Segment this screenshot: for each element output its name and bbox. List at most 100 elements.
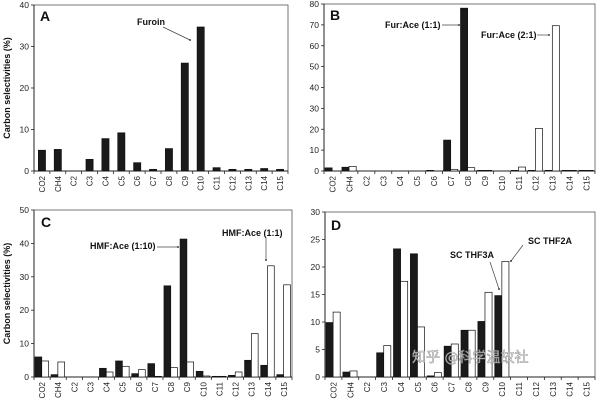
annotation-arrowhead: [458, 24, 460, 26]
bar-fur-ace-1-1--c14: [561, 170, 570, 172]
x-tick-label: C6: [431, 381, 440, 392]
annotation-arrowhead: [265, 259, 267, 261]
bar-hmf-ace-1-10--c5: [115, 360, 123, 378]
panel-letter: D: [331, 217, 341, 233]
bar-fur-ace-2-1--c15: [585, 170, 594, 172]
x-tick-label: C11: [215, 381, 224, 396]
x-tick-label: C7: [149, 175, 158, 186]
annotation-arrowhead: [177, 246, 179, 248]
x-tick-label: C9: [481, 175, 490, 186]
x-tick-label: C8: [167, 381, 176, 392]
x-tick-label: CH4: [346, 381, 355, 398]
x-tick-label: C10: [498, 175, 507, 190]
y-tick-label: 0: [24, 166, 29, 176]
x-tick-label: C9: [481, 381, 490, 392]
x-tick-label: CH4: [54, 381, 63, 398]
bar-hmf-ace-1-10--c15: [276, 374, 284, 378]
x-tick-label: C12: [228, 175, 237, 190]
x-tick-label: C3: [380, 381, 389, 392]
x-tick-label: C13: [549, 381, 558, 396]
bar-furoin-c15: [276, 168, 284, 172]
x-tick-label: C11: [213, 175, 222, 190]
annotation-label: SC THF3A: [450, 250, 495, 260]
x-tick-label: C3: [86, 381, 95, 392]
bar-furoin-c12: [228, 168, 237, 172]
annotation-arrowhead: [189, 39, 191, 41]
x-tick-label: C7: [151, 381, 160, 392]
bar-furoin-c11: [212, 167, 221, 172]
bar-fur-ace-1-1--c7: [443, 139, 452, 172]
bar-furoin-c4: [101, 138, 110, 172]
bar-hmf-ace-1-1--c10: [202, 375, 211, 378]
y-axis-label: Carbon selectivities (%): [2, 243, 12, 345]
x-tick-label: C3: [379, 175, 388, 186]
x-tick-label: C15: [280, 381, 289, 396]
x-tick-label: C14: [566, 381, 575, 396]
x-tick-label: C9: [183, 381, 192, 392]
bar-fur-ace-1-1--c13: [544, 170, 553, 172]
y-tick-label: 20: [311, 262, 321, 272]
x-tick-label: C13: [244, 175, 253, 190]
y-tick-label: 50: [310, 62, 320, 72]
panel-c: 0 10 20 30 40 50 CO2 CH4 C2 C3 C4 C5 C6 C7 C8 C9 C10 C11 C…: [2, 205, 293, 398]
x-tick-label: C4: [397, 381, 406, 392]
panel-letter: A: [40, 8, 50, 24]
x-tick-label: C4: [101, 175, 110, 186]
y-tick-label: 80: [310, 0, 320, 9]
y-tick-label: 5: [315, 345, 320, 355]
panel-letter: B: [330, 7, 340, 23]
bar-hmf-ace-1-10--c11: [211, 375, 220, 378]
x-tick-label: C12: [232, 381, 241, 396]
bar-hmf-ace-1-1--c9: [186, 361, 194, 378]
panel-d: 0 5 10 15 20 25 30 CO2 CH4 C2 C3 C4 C5 C6 C7 C8 C9 C10 C11…: [311, 207, 596, 398]
x-tick-label: C14: [260, 175, 269, 190]
bar-fur-ace-2-1--c14: [568, 170, 577, 172]
bar-furoin-c13: [244, 168, 253, 172]
x-tick-label: CH4: [54, 175, 63, 192]
panel-b: 0 10 20 30 40 50 60 70 80 CO2 CH4 C2 C3 C4 C5 C6 C7 C8 C9 C…: [310, 0, 596, 192]
y-tick-label: 10: [20, 339, 30, 349]
bar-hmf-ace-1-1--c12: [234, 371, 243, 378]
annotation-label: HMF:Ace (1:1): [222, 228, 283, 238]
y-tick-label: 10: [310, 145, 320, 155]
bar-hmf-ace-1-1--c8: [170, 367, 178, 378]
bar-furoin-c7: [149, 168, 157, 172]
bar-sc-thf3a-c5: [410, 253, 418, 378]
annotation-label: Fur:Ace (1:1): [385, 20, 441, 30]
x-tick-label: CO2: [38, 381, 47, 398]
y-tick-label: 40: [310, 83, 320, 93]
bar-fur-ace-2-1--c9: [484, 170, 493, 172]
annotation-label: SC THF2A: [528, 236, 573, 246]
bar-fur-ace-1-1--c8: [460, 7, 468, 172]
bar-hmf-ace-1-10--c12: [228, 374, 236, 378]
bar-fur-ace-1-1--c9: [477, 170, 485, 172]
bar-sc-thf2a-c9: [484, 291, 493, 378]
bar-sc-thf3a-co2: [325, 322, 334, 378]
x-tick-label: C12: [532, 175, 541, 190]
x-tick-label: C8: [464, 175, 473, 186]
y-tick-label: 30: [311, 207, 321, 217]
x-tick-label: CO2: [329, 381, 338, 398]
x-tick-label: C6: [135, 381, 144, 392]
bar-hmf-ace-1-10--c10: [195, 370, 204, 378]
x-tick-label: C15: [276, 175, 285, 190]
y-tick-label: 10: [20, 125, 30, 135]
bar-sc-thf3a-ch4: [342, 371, 351, 378]
x-tick-label: C8: [165, 175, 174, 186]
annotation-label: Furoin: [137, 17, 165, 27]
watermark: 知乎 @科学温故社: [412, 349, 528, 366]
y-tick-label: 30: [310, 103, 320, 113]
bar-hmf-ace-1-1--c13: [251, 333, 259, 378]
annotation-arrowhead: [498, 288, 500, 290]
y-tick-label: 10: [311, 317, 321, 327]
bar-fur-ace-1-1--c6: [426, 170, 435, 172]
bar-fur-ace-1-1--c12: [527, 170, 536, 172]
x-tick-label: C12: [532, 381, 541, 396]
bar-fur-ace-2-1--c7: [450, 168, 459, 172]
y-tick-label: 30: [20, 272, 30, 282]
x-tick-label: CO2: [328, 175, 337, 192]
x-tick-label: C5: [413, 175, 422, 186]
y-tick-label: 20: [20, 305, 30, 315]
annotation-arrow: [489, 261, 500, 290]
bar-hmf-ace-1-1--c14: [267, 265, 275, 378]
